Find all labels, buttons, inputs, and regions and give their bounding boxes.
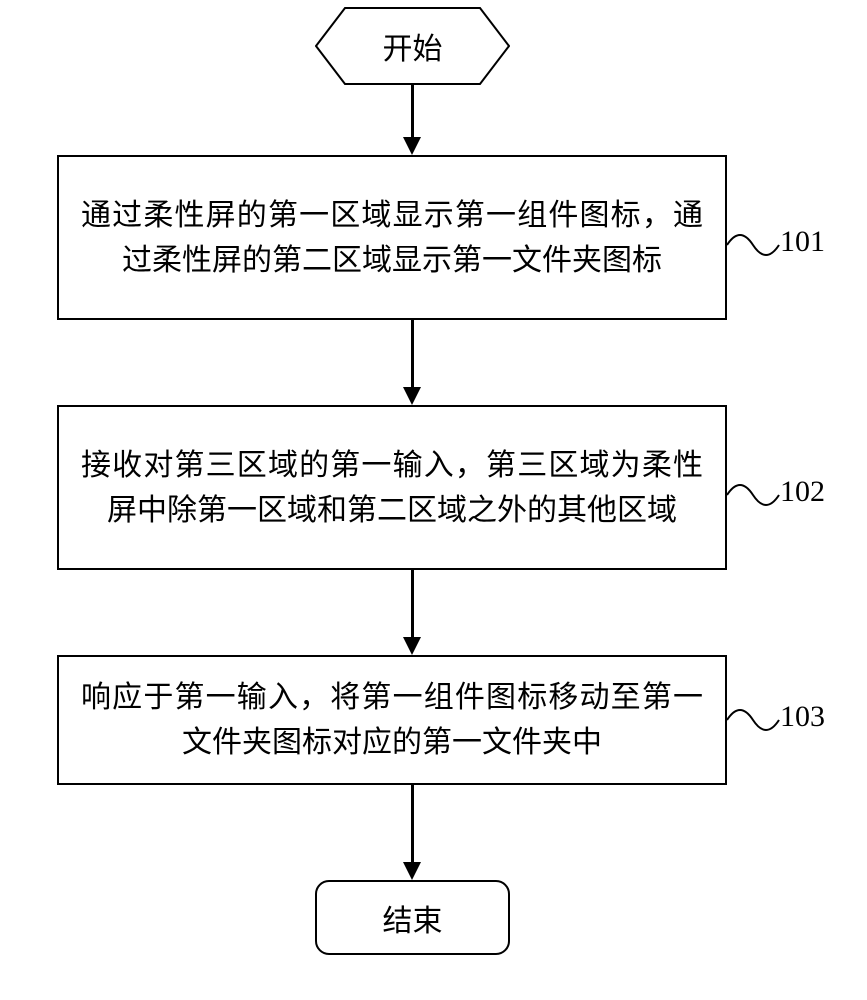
arrow-4-line [411,785,414,862]
arrow-4-head [403,862,421,880]
start-label: 开始 [315,7,510,85]
end-text: 结束 [383,896,443,940]
step3-connector [727,700,780,740]
arrow-1-line [411,85,414,137]
arrow-2-head [403,387,421,405]
step1-connector [727,225,780,265]
arrow-2-line [411,320,414,387]
step2-text: 接收对第三区域的第一输入，第三区域为柔性屏中除第一区域和第二区域之外的其他区域 [81,443,703,533]
step3-box: 响应于第一输入，将第一组件图标移动至第一文件夹图标对应的第一文件夹中 [57,655,727,785]
step2-connector [727,475,780,515]
step1-label: 101 [780,225,825,259]
step1-text: 通过柔性屏的第一区域显示第一组件图标，通过柔性屏的第二区域显示第一文件夹图标 [81,193,703,283]
flowchart-container: 开始 通过柔性屏的第一区域显示第一组件图标，通过柔性屏的第二区域显示第一文件夹图… [0,0,867,1000]
end-node: 结束 [315,880,510,955]
step3-text: 响应于第一输入，将第一组件图标移动至第一文件夹图标对应的第一文件夹中 [81,675,703,765]
arrow-1-head [403,137,421,155]
step2-label: 102 [780,475,825,509]
step3-label: 103 [780,700,825,734]
step1-box: 通过柔性屏的第一区域显示第一组件图标，通过柔性屏的第二区域显示第一文件夹图标 [57,155,727,320]
step2-box: 接收对第三区域的第一输入，第三区域为柔性屏中除第一区域和第二区域之外的其他区域 [57,405,727,570]
start-text: 开始 [383,24,443,68]
arrow-3-head [403,637,421,655]
arrow-3-line [411,570,414,637]
